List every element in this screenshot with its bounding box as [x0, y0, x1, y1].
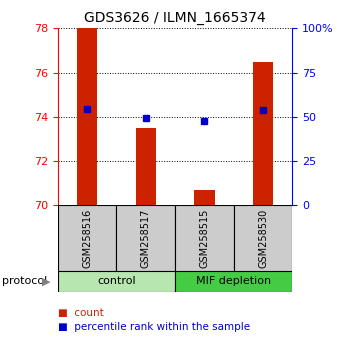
- Bar: [116, 205, 175, 271]
- Text: MIF depletion: MIF depletion: [196, 276, 271, 286]
- Bar: [253, 62, 273, 205]
- Title: GDS3626 / ILMN_1665374: GDS3626 / ILMN_1665374: [84, 11, 266, 24]
- Text: ▶: ▶: [42, 276, 51, 286]
- Text: ■  count: ■ count: [58, 308, 104, 318]
- Bar: [77, 28, 97, 205]
- Text: GSM258517: GSM258517: [141, 209, 151, 268]
- Text: GSM258516: GSM258516: [82, 209, 92, 268]
- Bar: [175, 205, 234, 271]
- Text: GSM258530: GSM258530: [258, 209, 268, 268]
- Bar: [136, 128, 156, 205]
- Bar: [234, 205, 292, 271]
- Text: ■  percentile rank within the sample: ■ percentile rank within the sample: [58, 322, 250, 332]
- Text: control: control: [97, 276, 136, 286]
- Bar: [58, 205, 116, 271]
- Text: GSM258515: GSM258515: [200, 209, 209, 268]
- Bar: [58, 271, 175, 292]
- Bar: [175, 271, 292, 292]
- Bar: [194, 190, 215, 205]
- Text: protocol: protocol: [2, 276, 47, 286]
